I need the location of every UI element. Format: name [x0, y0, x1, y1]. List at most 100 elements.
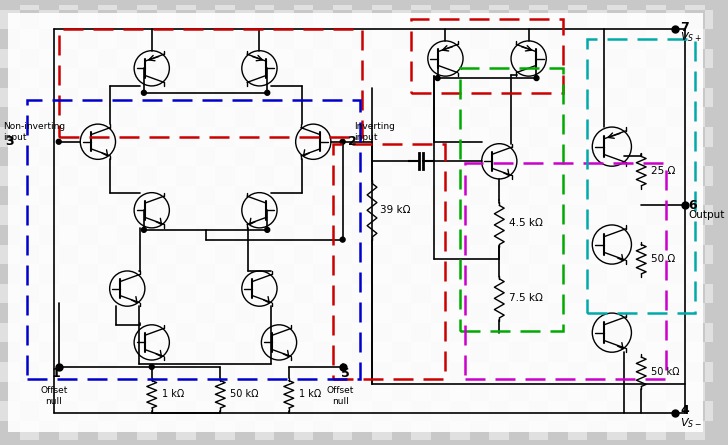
Bar — [607, 0, 627, 10]
Bar — [117, 127, 137, 147]
Bar — [627, 127, 646, 147]
Bar — [196, 147, 215, 166]
Bar — [215, 147, 235, 166]
Bar — [685, 29, 705, 49]
Bar — [451, 421, 470, 440]
Bar — [98, 69, 117, 88]
Bar — [215, 69, 235, 88]
Bar — [568, 303, 587, 323]
Bar — [157, 225, 176, 244]
Bar — [137, 69, 157, 88]
Bar — [59, 206, 79, 225]
Bar — [352, 264, 372, 283]
Bar — [548, 381, 568, 401]
Bar — [20, 244, 39, 264]
Bar — [568, 127, 587, 147]
Bar — [372, 29, 392, 49]
Bar — [705, 10, 724, 29]
Bar — [646, 323, 665, 342]
Text: 7.5 kΩ: 7.5 kΩ — [509, 293, 543, 303]
Bar — [411, 20, 563, 93]
Bar — [79, 10, 98, 29]
Bar — [39, 69, 59, 88]
Bar — [274, 323, 293, 342]
Bar — [333, 264, 352, 283]
Bar — [529, 0, 548, 10]
Bar — [98, 108, 117, 127]
Bar — [685, 264, 705, 283]
Bar — [489, 206, 509, 225]
Bar — [20, 0, 39, 10]
Bar — [39, 421, 59, 440]
Bar — [392, 127, 411, 147]
Bar — [431, 244, 451, 264]
Bar — [627, 10, 646, 29]
Bar — [157, 206, 176, 225]
Bar — [685, 303, 705, 323]
Bar — [20, 303, 39, 323]
Bar — [607, 29, 627, 49]
Bar — [352, 166, 372, 186]
Bar — [196, 264, 215, 283]
Bar — [0, 362, 20, 381]
Bar — [431, 88, 451, 108]
Bar — [470, 0, 489, 10]
Bar — [607, 362, 627, 381]
Bar — [548, 283, 568, 303]
Bar — [431, 401, 451, 421]
Bar — [352, 421, 372, 440]
Bar — [293, 401, 313, 421]
Bar — [352, 381, 372, 401]
Bar — [0, 10, 20, 29]
Bar — [98, 49, 117, 69]
Bar — [705, 323, 724, 342]
Bar — [431, 10, 451, 29]
Bar — [509, 225, 529, 244]
Text: 4: 4 — [681, 405, 689, 417]
Bar — [20, 225, 39, 244]
Bar — [176, 421, 196, 440]
Bar — [313, 69, 333, 88]
Bar — [333, 29, 352, 49]
Bar — [352, 108, 372, 127]
Bar — [607, 401, 627, 421]
Bar — [196, 323, 215, 342]
Bar — [431, 69, 451, 88]
Text: 4.5 kΩ: 4.5 kΩ — [509, 218, 543, 228]
Bar — [215, 323, 235, 342]
Bar — [39, 323, 59, 342]
Bar — [39, 108, 59, 127]
Bar — [587, 166, 607, 186]
Bar — [157, 283, 176, 303]
Bar — [333, 362, 352, 381]
Bar — [509, 381, 529, 401]
Bar — [587, 88, 607, 108]
Bar — [137, 264, 157, 283]
Text: 50 kΩ: 50 kΩ — [230, 389, 258, 399]
Bar — [685, 147, 705, 166]
Bar — [157, 342, 176, 362]
Bar — [0, 49, 20, 69]
Bar — [215, 49, 235, 69]
Bar — [685, 323, 705, 342]
Bar — [293, 244, 313, 264]
Bar — [293, 166, 313, 186]
Bar — [411, 421, 431, 440]
Bar — [705, 342, 724, 362]
Bar — [470, 147, 489, 166]
Bar — [274, 166, 293, 186]
Bar — [489, 10, 509, 29]
Bar — [98, 225, 117, 244]
Bar — [20, 362, 39, 381]
Bar — [79, 381, 98, 401]
Bar — [627, 421, 646, 440]
Bar — [489, 186, 509, 206]
Bar — [137, 421, 157, 440]
Bar — [529, 166, 548, 186]
Bar — [20, 421, 39, 440]
Bar — [411, 244, 431, 264]
Bar — [627, 381, 646, 401]
Bar — [665, 206, 685, 225]
Bar — [665, 186, 685, 206]
Bar — [568, 264, 587, 283]
